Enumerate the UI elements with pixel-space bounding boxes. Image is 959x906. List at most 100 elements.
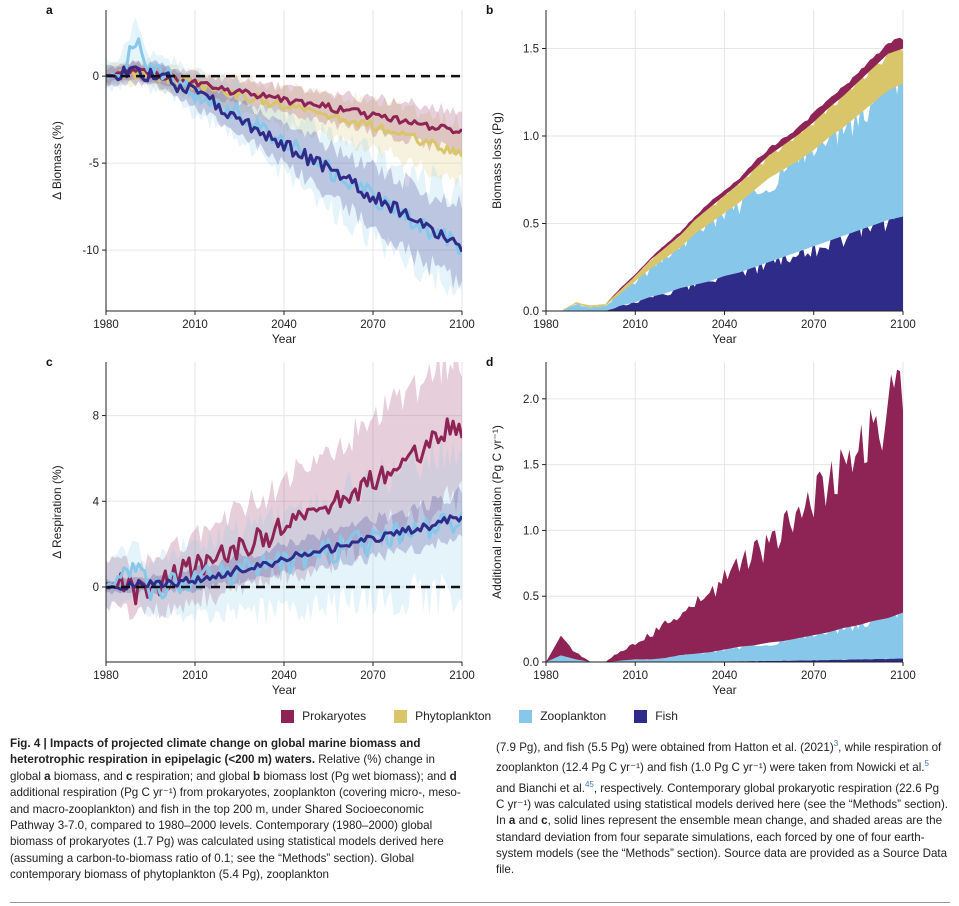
- panel-label: c: [46, 355, 53, 369]
- caption-fig-label: Fig. 4 |: [10, 737, 47, 750]
- caption-bold-c: c: [541, 814, 548, 828]
- x-tick-label: 2100: [449, 319, 475, 331]
- x-tick-label: 2070: [360, 670, 386, 682]
- area-zooplankton: [546, 608, 903, 662]
- legend-item-phytoplankton: Phytoplankton: [394, 709, 491, 723]
- caption-text: Relative (%) change in global: [10, 753, 435, 783]
- legend-label-fish: Fish: [655, 709, 678, 723]
- reference-link-45[interactable]: 45: [584, 779, 594, 789]
- figure-4: 1980 2010 2040 2070 2100 0 -5 -10 Year Δ Biomass …: [46, 3, 916, 697]
- legend-swatch-fish: [634, 709, 648, 723]
- caption-column-right: (7.9 Pg), and fish (5.5 Pg) were obtaine…: [496, 736, 950, 884]
- panel-a: 1980 2010 2040 2070 2100 0 -5 -10 Year Δ Biomass …: [46, 3, 475, 346]
- band-prokaryotes: [106, 362, 462, 621]
- area-fish: [546, 658, 903, 662]
- x-axis-label: Year: [272, 683, 296, 697]
- x-tick-label: 1980: [93, 670, 119, 682]
- caption-text: , respectively. Contemporary global prok…: [496, 781, 949, 828]
- plot-area: [546, 369, 903, 662]
- x-tick-label: 2100: [890, 319, 916, 331]
- panel-label: d: [486, 355, 493, 369]
- line-zooplankton: [106, 37, 462, 256]
- legend-label-prokaryotes: Prokaryotes: [302, 709, 367, 723]
- area-zooplankton: [546, 68, 903, 311]
- panel-b: 1980 2010 2040 2070 2100 0.0 0.5 1.0 1.5 Year Biom…: [486, 3, 916, 346]
- caption-bold-a: a: [508, 814, 516, 828]
- caption-column-left: Fig. 4 | Impacts of projected climate ch…: [10, 736, 464, 884]
- y-tick-label: 1.0: [523, 131, 539, 143]
- legend-label-phytoplankton: Phytoplankton: [415, 709, 492, 723]
- y-tick-label: 8: [93, 411, 99, 423]
- x-tick-label: 2010: [182, 670, 208, 682]
- band-fish: [106, 59, 462, 290]
- legend-item-zooplankton: Zooplankton: [519, 709, 606, 723]
- caption-text: additional respiration (Pg C yr⁻¹) from …: [10, 786, 461, 882]
- caption-text: respiration; and global: [132, 769, 254, 783]
- caption-paragraph-1: Fig. 4 | Impacts of projected climate ch…: [10, 736, 464, 884]
- x-tick-label: 2040: [271, 670, 297, 682]
- x-tick-label: 1980: [93, 319, 119, 331]
- x-tick-label: 2010: [622, 670, 648, 682]
- x-axis-label: Year: [712, 683, 736, 697]
- caption-text: biomass, and: [50, 769, 127, 783]
- line-prokaryotes: [106, 417, 462, 606]
- plot-area: [546, 37, 903, 311]
- caption-text: (7.9 Pg), and fish (5.5 Pg) were obtaine…: [496, 740, 834, 754]
- y-tick-label: -10: [82, 245, 99, 257]
- reference-link-3[interactable]: 3: [833, 739, 839, 748]
- x-tick-label: 1980: [533, 319, 559, 331]
- y-tick-label: 1.5: [523, 44, 539, 56]
- caption-text: , solid lines represent the ensemble mea…: [496, 814, 948, 877]
- y-axis-label: Δ Respiration (%): [50, 465, 64, 558]
- x-axis-label: Year: [712, 332, 736, 346]
- y-tick-label: 4: [93, 496, 100, 508]
- y-tick-label: 0.5: [523, 219, 539, 231]
- x-axis-label: Year: [272, 332, 296, 346]
- x-tick-label: 2040: [271, 319, 297, 331]
- y-tick-label: 1.0: [523, 525, 539, 537]
- caption-text: biomass lost (Pg wet biomass); and: [260, 769, 450, 783]
- x-tick-label: 2100: [890, 670, 916, 682]
- caption-text: and Bianchi et al.: [496, 781, 585, 795]
- caption-paragraph-2: (7.9 Pg), and fish (5.5 Pg) were obtaine…: [496, 736, 950, 879]
- x-tick-label: 2040: [712, 319, 738, 331]
- area-prokaryotes: [546, 37, 903, 311]
- x-tick-label: 2040: [712, 670, 738, 682]
- panel-label: a: [46, 3, 53, 17]
- bottom-divider: [10, 902, 950, 903]
- plot-area: [106, 17, 462, 298]
- y-tick-label: 0.5: [523, 591, 539, 603]
- y-axis-label: Biomass loss (Pg): [490, 112, 504, 209]
- panel-d: 1980 2010 2040 2070 2100 0.0 0.5 1.0 1.5 2.0 Year A…: [486, 355, 916, 697]
- legend-swatch-zooplankton: [519, 709, 533, 723]
- y-axis-label: Δ Biomass (%): [50, 121, 64, 200]
- y-tick-label: -5: [89, 158, 99, 170]
- line-fish: [106, 514, 462, 591]
- caption-text: , while respiration of zooplankton (12.4…: [496, 740, 942, 775]
- x-tick-label: 2070: [801, 670, 827, 682]
- caption-bold-b: b: [253, 769, 261, 783]
- y-tick-label: 0: [93, 582, 99, 594]
- x-tick-label: 2010: [622, 319, 648, 331]
- caption-bold-d: d: [449, 769, 457, 783]
- caption-text: and: [515, 814, 542, 828]
- area-prokaryotes: [546, 369, 903, 662]
- legend-item-fish: Fish: [634, 709, 678, 723]
- legend-swatch-phytoplankton: [394, 709, 408, 723]
- panel-label: b: [486, 3, 493, 17]
- area-fish: [546, 201, 903, 311]
- figure-caption: Fig. 4 | Impacts of projected climate ch…: [10, 736, 950, 884]
- reference-link-5[interactable]: 5: [924, 759, 929, 769]
- y-tick-label: 0.0: [523, 657, 539, 669]
- y-tick-label: 1.5: [523, 460, 539, 472]
- legend-item-prokaryotes: Prokaryotes: [281, 709, 366, 723]
- y-tick-label: 0: [93, 71, 99, 83]
- plot-area: [106, 362, 462, 626]
- panel-c: 1980 2010 2040 2070 2100 0 4 8 Year Δ Respiration…: [46, 355, 475, 697]
- legend-label-zooplankton: Zooplankton: [540, 709, 607, 723]
- y-axis-label: Additional respiration (Pg C yr⁻¹): [490, 425, 504, 599]
- caption-bold-a: a: [44, 769, 51, 783]
- line-prokaryotes: [106, 67, 462, 135]
- x-tick-label: 2100: [449, 670, 475, 682]
- caption-bold-c: c: [126, 769, 133, 783]
